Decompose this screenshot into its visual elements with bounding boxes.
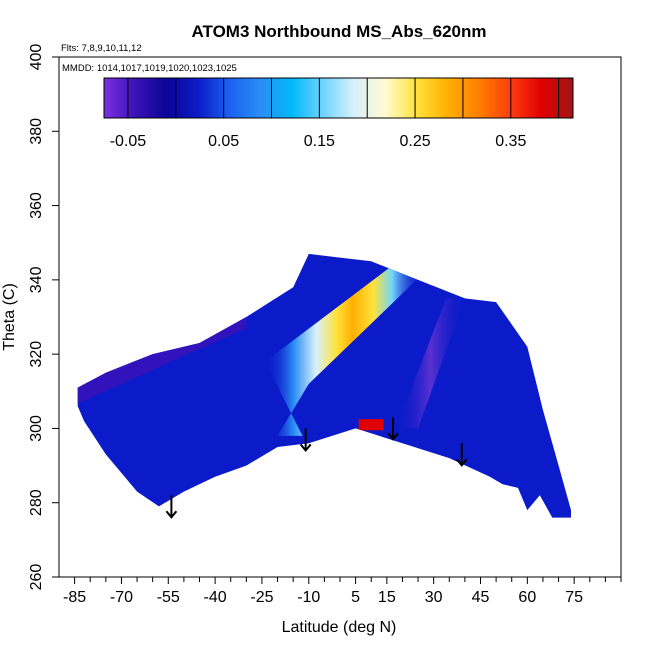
x-tick-label: 45 xyxy=(472,589,490,606)
colorbar-ticks: -0.05 0.05 0.15 0.25 0.35 xyxy=(110,133,527,150)
x-tick-label: 5 xyxy=(351,589,360,606)
secondary-band xyxy=(396,298,465,429)
marker-arrow-head xyxy=(455,458,468,467)
x-axis: -85 -70 -55 -40 -25 -10 5 15 30 45 60 75 xyxy=(63,576,622,606)
y-tick-label: 340 xyxy=(28,266,45,293)
surface-spot xyxy=(358,419,384,431)
x-tick-label: 30 xyxy=(425,589,443,606)
x-tick-label: -10 xyxy=(297,589,320,606)
marker-arrow-head xyxy=(387,432,399,441)
marker-arrow-head xyxy=(165,510,178,519)
x-tick-label: 75 xyxy=(565,589,583,606)
x-tick-label: -25 xyxy=(250,589,273,606)
colorbar-fill xyxy=(103,77,574,119)
dates-note: MMDD: 1014,1017,1019,1020,1023,1025 xyxy=(62,63,237,74)
x-axis-label: Latitude (deg N) xyxy=(282,619,397,636)
colorbar-tick-label: 0.15 xyxy=(304,133,335,150)
y-axis: 260 280 300 320 340 360 380 400 xyxy=(28,44,59,591)
y-tick-label: 260 xyxy=(28,564,45,591)
colorbar-tick-label: 0.25 xyxy=(400,133,431,150)
x-tick-label: -70 xyxy=(110,589,133,606)
enhanced-band xyxy=(265,265,425,436)
y-tick-label: 280 xyxy=(28,489,45,516)
y-tick-label: 400 xyxy=(28,44,45,71)
colorbar-tick-label: 0.35 xyxy=(495,133,526,150)
x-tick-label: 15 xyxy=(378,589,396,606)
x-tick-label: -85 xyxy=(63,589,86,606)
x-tick-label: -40 xyxy=(204,589,227,606)
marker-arrow-head xyxy=(299,443,312,452)
y-tick-label: 300 xyxy=(28,415,45,442)
x-tick-label: -55 xyxy=(157,589,180,606)
colorbar-tick-label: 0.05 xyxy=(208,133,239,150)
flights-note: Flts: 7,8,9,10,11,12 xyxy=(61,43,142,54)
chart-title: ATOM3 Northbound MS_Abs_620nm xyxy=(191,22,486,41)
markers xyxy=(165,417,468,519)
x-tick-label: 60 xyxy=(518,589,536,606)
y-tick-label: 320 xyxy=(28,341,45,368)
colorbar: -0.05 0.05 0.15 0.25 0.35 xyxy=(103,77,574,150)
y-tick-label: 360 xyxy=(28,192,45,219)
y-axis-label: Theta (C) xyxy=(1,283,18,351)
colorbar-dividers xyxy=(127,78,560,118)
y-tick-label: 380 xyxy=(28,118,45,145)
colorbar-tick-label: -0.05 xyxy=(110,133,147,150)
